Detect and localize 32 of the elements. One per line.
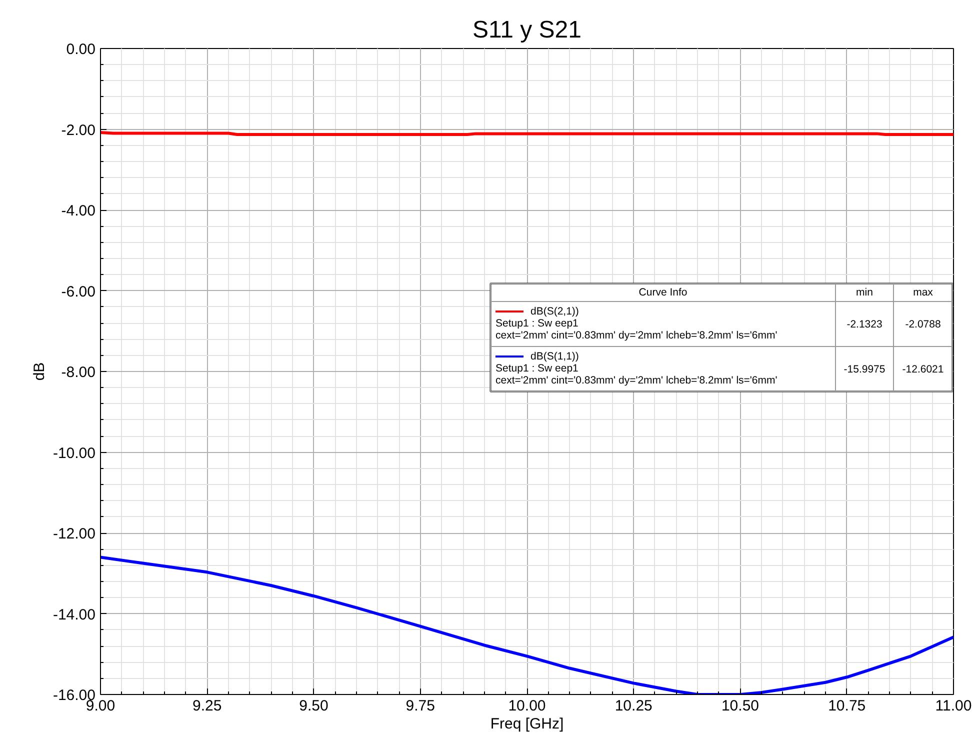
legend-title: Curve Info [638,286,688,298]
legend-label: dB(S(1,1)) [530,350,579,362]
annotation: -15.9975 [844,364,886,376]
x-tick-label: 10.50 [721,698,760,714]
x-tick-label: 10.00 [508,698,546,714]
annotation: -2.0788 [905,318,941,330]
y-tick-label: -4.00 [61,202,96,220]
annotation: cext='2mm' cint='0.83mm' dy='2mm' lcheb='8.2mm' ls='6mm' [496,330,778,342]
annotation: Setup1 : Sw eep1 [496,362,579,374]
y-tick-label: -8.00 [61,364,96,381]
x-tick-label: 10.25 [614,698,652,714]
x-tick-label: 10.75 [828,698,866,714]
annotation: Setup1 : Sw eep1 [496,318,579,330]
y-tick-label: -6.00 [61,283,96,300]
x-tick-label: 9.75 [406,698,435,714]
legend-label: dB(S(2,1)) [530,306,579,318]
annotation: min [856,286,874,298]
annotation: -12.6021 [902,364,944,376]
y-tick-label: -12.00 [52,526,96,542]
y-tick-label: 0.00 [66,41,96,58]
y-tick-label: -10.00 [52,444,96,462]
x-tick-label: 9.50 [299,698,328,714]
chart-title: S11 y S21 [472,16,582,44]
x-tick-label: 11.00 [935,698,972,714]
y-axis-title: dB [30,362,48,381]
y-tick-label: -14.00 [52,606,96,624]
y-tick-label: -2.00 [61,122,96,139]
annotation: -2.1323 [846,318,882,330]
x-tick-label: 9.25 [192,698,222,714]
annotation: cext='2mm' cint='0.83mm' dy='2mm' lcheb='8.2mm' ls='6mm' [496,374,778,386]
x-axis-title: Freq [GHz] [490,716,564,732]
annotation: max [913,286,934,298]
